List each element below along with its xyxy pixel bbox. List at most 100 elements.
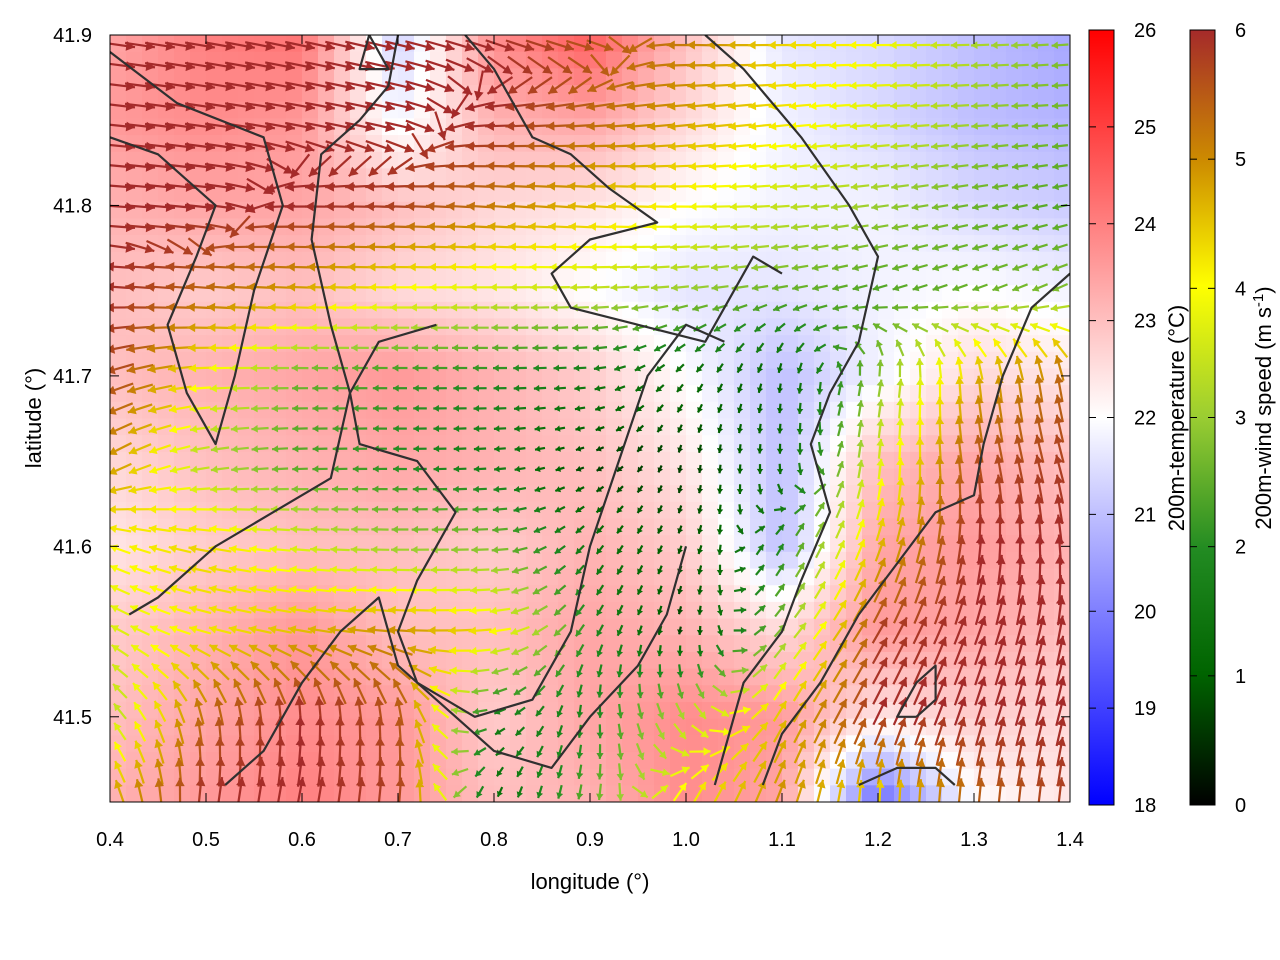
heatmap-cell [350, 135, 367, 153]
heatmap-cell [558, 285, 575, 303]
wind-label-main: 200m-wind speed (m s [1251, 307, 1276, 530]
heatmap-cell [254, 368, 271, 386]
heatmap-cell [318, 518, 335, 536]
heatmap-cell [558, 518, 575, 536]
heatmap-cell [862, 185, 879, 203]
heatmap-cell [478, 385, 495, 403]
heatmap-cell [574, 135, 591, 153]
heatmap-cell [654, 485, 671, 503]
heatmap-cell [398, 301, 415, 320]
heatmap-cell [254, 401, 271, 420]
heatmap-cell [558, 468, 575, 486]
heatmap-cell [222, 418, 239, 436]
heatmap-cell [782, 251, 799, 270]
heatmap-cell [1038, 235, 1055, 253]
heatmap-cell [398, 51, 415, 69]
heatmap-cell [926, 401, 943, 420]
heatmap-cell [814, 268, 831, 286]
heatmap-cell [830, 135, 847, 153]
heatmap-cell [750, 435, 767, 453]
heatmap-cell [414, 401, 431, 420]
heatmap-cell [318, 385, 335, 403]
heatmap-cell [750, 535, 767, 553]
heatmap-cell [862, 418, 879, 436]
heatmap-cell [958, 235, 975, 253]
heatmap-cell [942, 351, 959, 370]
heatmap-cell [430, 468, 447, 486]
heatmap-cell [702, 668, 719, 686]
heatmap-cell [382, 268, 399, 286]
heatmap-cell [958, 451, 975, 470]
heatmap-cell [702, 535, 719, 553]
heatmap-cell [958, 135, 975, 153]
heatmap-cell [414, 251, 431, 270]
heatmap-cell [190, 85, 207, 103]
heatmap-cell [494, 251, 511, 270]
x-tick-label: 0.8 [480, 829, 508, 851]
heatmap-cell [318, 68, 335, 86]
heatmap-cell [478, 285, 495, 303]
heatmap-cell [350, 451, 367, 470]
heatmap-cell [110, 35, 127, 53]
heatmap-cell [558, 568, 575, 586]
heatmap-cell [478, 351, 495, 370]
heatmap-cell [606, 368, 623, 386]
heatmap-cell [334, 351, 351, 370]
heatmap-cell [1022, 551, 1039, 570]
heatmap-cell [638, 185, 655, 203]
heatmap-cell [990, 301, 1007, 320]
heatmap-cell [990, 501, 1007, 520]
heatmap-cell [638, 168, 655, 186]
heatmap-cell [670, 451, 687, 470]
heatmap-cell [158, 468, 175, 486]
heatmap-cell [654, 401, 671, 420]
heatmap-cell [686, 235, 703, 253]
heatmap-cell [862, 351, 879, 370]
heatmap-cell [510, 351, 527, 370]
heatmap-cell [558, 335, 575, 353]
heatmap-cell [894, 135, 911, 153]
heatmap-cell [734, 435, 751, 453]
heatmap-cell [926, 351, 943, 370]
heatmap-cell [382, 718, 399, 736]
wind-label-exponent: -1 [1250, 294, 1267, 307]
heatmap-cell [654, 85, 671, 103]
heatmap-cell [142, 268, 159, 286]
heatmap-cell [446, 451, 463, 470]
heatmap-cell [846, 168, 863, 186]
heatmap-cell [830, 401, 847, 420]
heatmap-cell [910, 135, 927, 153]
heatmap-cell [302, 68, 319, 86]
heatmap-cell [142, 251, 159, 270]
heatmap-cell [878, 135, 895, 153]
heatmap-cell [622, 268, 639, 286]
heatmap-cell [398, 551, 415, 570]
heatmap-cell [222, 301, 239, 320]
heatmap-cell [542, 701, 559, 720]
heatmap-cell [478, 335, 495, 353]
heatmap-cell [846, 151, 863, 169]
heatmap-cell [734, 68, 751, 86]
heatmap-cell [926, 151, 943, 169]
heatmap-cell [222, 451, 239, 470]
heatmap-cell [542, 318, 559, 336]
heatmap-cell [366, 485, 383, 503]
heatmap-cell [1054, 318, 1070, 336]
heatmap-cell [494, 185, 511, 203]
heatmap-cell [958, 35, 975, 53]
heatmap-cell [206, 68, 223, 86]
heatmap-cell [478, 585, 495, 603]
heatmap-cell [798, 35, 815, 53]
heatmap-cell [846, 385, 863, 403]
heatmap-cell [206, 451, 223, 470]
heatmap-cell [926, 385, 943, 403]
heatmap-cell [398, 485, 415, 503]
heatmap-cell [462, 385, 479, 403]
heatmap-cell [334, 251, 351, 270]
heatmap-cell [990, 535, 1007, 553]
heatmap-cell [894, 85, 911, 103]
heatmap-cell [894, 401, 911, 420]
heatmap-cell [942, 518, 959, 536]
heatmap-cell [206, 168, 223, 186]
heatmap-cell [446, 518, 463, 536]
